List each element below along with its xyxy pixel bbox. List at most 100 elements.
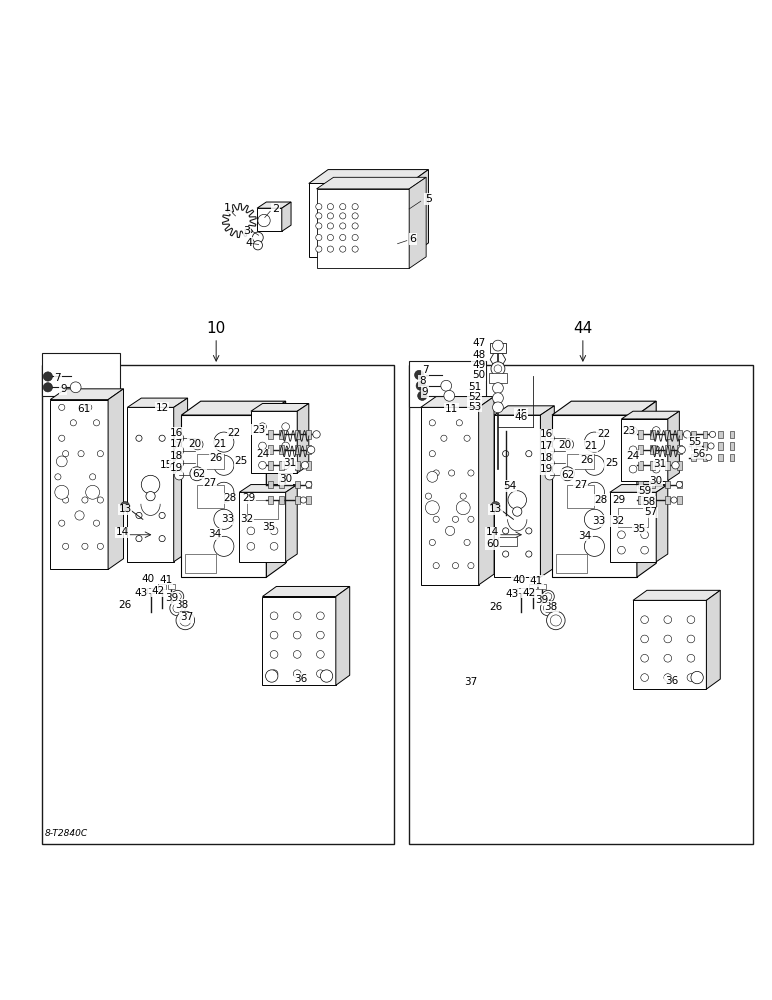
Text: 37: 37 [180,612,194,622]
Circle shape [543,603,553,613]
Text: 6: 6 [409,234,417,244]
Circle shape [503,551,509,557]
Bar [409,361,486,407]
Circle shape [214,536,234,556]
Text: 5: 5 [425,194,432,204]
Circle shape [664,616,672,624]
Text: 28: 28 [594,495,608,505]
Text: 41: 41 [159,575,173,585]
Circle shape [445,526,455,536]
Bar [517,588,525,593]
Circle shape [293,670,301,678]
Circle shape [120,502,130,511]
Circle shape [641,674,648,681]
Circle shape [316,234,322,241]
Circle shape [513,507,522,516]
Circle shape [252,232,263,243]
Text: 3: 3 [243,226,251,236]
Bar [638,496,643,504]
Circle shape [503,528,509,534]
Circle shape [340,204,346,210]
Circle shape [43,372,52,381]
Text: 12: 12 [155,403,169,413]
Circle shape [136,512,142,519]
Circle shape [425,493,432,499]
Circle shape [425,501,439,515]
Text: 13: 13 [489,504,503,514]
Circle shape [259,442,266,450]
Bar [677,481,682,488]
Circle shape [444,390,455,401]
Polygon shape [50,400,108,569]
Polygon shape [262,596,336,685]
Circle shape [545,434,554,443]
Circle shape [563,439,574,450]
Circle shape [464,435,470,441]
Circle shape [174,458,184,468]
Circle shape [542,590,554,603]
Text: 62: 62 [560,470,574,480]
Circle shape [493,402,503,413]
Circle shape [93,520,100,526]
Circle shape [159,435,165,441]
Circle shape [327,246,334,252]
Text: 14: 14 [115,527,129,537]
Polygon shape [251,403,309,411]
Text: 23: 23 [622,426,636,436]
Bar [42,365,394,844]
Text: 24: 24 [256,449,269,459]
Polygon shape [668,411,679,481]
Circle shape [293,612,301,620]
Text: 15: 15 [159,460,173,470]
Bar [279,481,284,488]
Circle shape [678,446,686,454]
Circle shape [641,616,648,624]
Bar [650,430,655,439]
Circle shape [491,502,500,511]
Bar [529,584,537,589]
Bar [638,481,643,488]
Circle shape [253,241,262,250]
Polygon shape [494,415,540,577]
Bar [665,481,670,488]
Circle shape [706,454,712,461]
Text: 17: 17 [169,439,183,449]
Circle shape [433,470,439,476]
Circle shape [618,531,625,539]
Bar [665,461,670,470]
Text: 23: 23 [252,425,266,435]
Bar [650,496,655,504]
Polygon shape [621,411,679,419]
Circle shape [629,465,637,473]
Circle shape [456,420,462,426]
Circle shape [687,654,695,662]
Circle shape [452,516,459,522]
Polygon shape [621,419,668,481]
Bar [718,454,723,461]
Circle shape [174,593,181,600]
Circle shape [629,446,637,454]
Circle shape [433,516,439,522]
Text: 58: 58 [642,497,655,507]
Bar [197,454,224,469]
Circle shape [709,431,716,437]
Text: 42: 42 [151,586,165,596]
Text: 18: 18 [169,451,183,461]
Text: 53: 53 [468,402,482,412]
Circle shape [629,427,637,434]
Polygon shape [610,492,656,562]
Bar [718,442,723,450]
Circle shape [270,542,278,550]
Text: 13: 13 [118,504,132,514]
Bar [489,373,507,383]
Circle shape [90,474,96,480]
Bar [147,588,154,593]
Circle shape [259,423,266,431]
Text: 19: 19 [169,463,183,473]
Polygon shape [286,485,297,562]
Polygon shape [282,202,291,231]
Text: 20: 20 [558,440,572,450]
Text: 25: 25 [604,458,618,468]
Text: 32: 32 [611,516,625,526]
Text: 35: 35 [262,522,276,532]
